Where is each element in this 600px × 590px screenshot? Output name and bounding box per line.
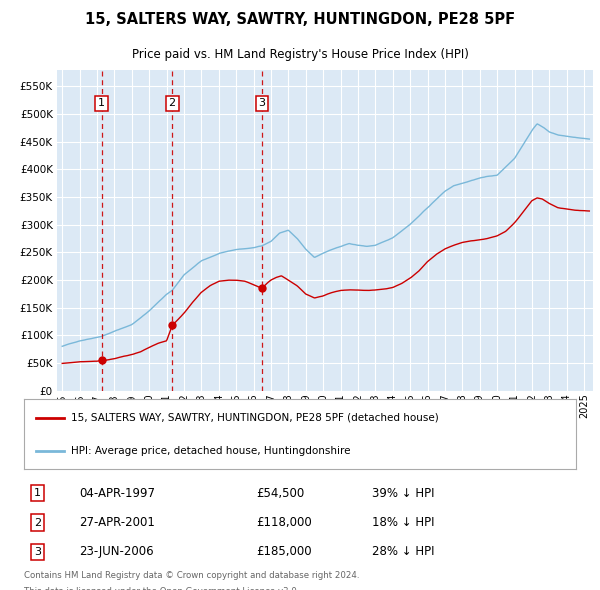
- Text: Contains HM Land Registry data © Crown copyright and database right 2024.: Contains HM Land Registry data © Crown c…: [24, 571, 359, 580]
- Text: 39% ↓ HPI: 39% ↓ HPI: [372, 487, 434, 500]
- Text: 3: 3: [34, 547, 41, 557]
- Text: 18% ↓ HPI: 18% ↓ HPI: [372, 516, 434, 529]
- Text: 3: 3: [259, 99, 265, 109]
- Text: 2: 2: [169, 99, 176, 109]
- Text: 27-APR-2001: 27-APR-2001: [79, 516, 155, 529]
- Text: 28% ↓ HPI: 28% ↓ HPI: [372, 545, 434, 558]
- Text: 15, SALTERS WAY, SAWTRY, HUNTINGDON, PE28 5PF (detached house): 15, SALTERS WAY, SAWTRY, HUNTINGDON, PE2…: [71, 412, 439, 422]
- Text: 2: 2: [34, 517, 41, 527]
- Text: £185,000: £185,000: [256, 545, 311, 558]
- Text: HPI: Average price, detached house, Huntingdonshire: HPI: Average price, detached house, Hunt…: [71, 446, 350, 456]
- Text: This data is licensed under the Open Government Licence v3.0.: This data is licensed under the Open Gov…: [24, 586, 299, 590]
- Text: 15, SALTERS WAY, SAWTRY, HUNTINGDON, PE28 5PF: 15, SALTERS WAY, SAWTRY, HUNTINGDON, PE2…: [85, 12, 515, 27]
- Text: £118,000: £118,000: [256, 516, 311, 529]
- Text: 23-JUN-2006: 23-JUN-2006: [79, 545, 154, 558]
- Text: Price paid vs. HM Land Registry's House Price Index (HPI): Price paid vs. HM Land Registry's House …: [131, 48, 469, 61]
- Text: £54,500: £54,500: [256, 487, 304, 500]
- Text: 1: 1: [34, 489, 41, 498]
- Text: 1: 1: [98, 99, 105, 109]
- Text: 04-APR-1997: 04-APR-1997: [79, 487, 155, 500]
